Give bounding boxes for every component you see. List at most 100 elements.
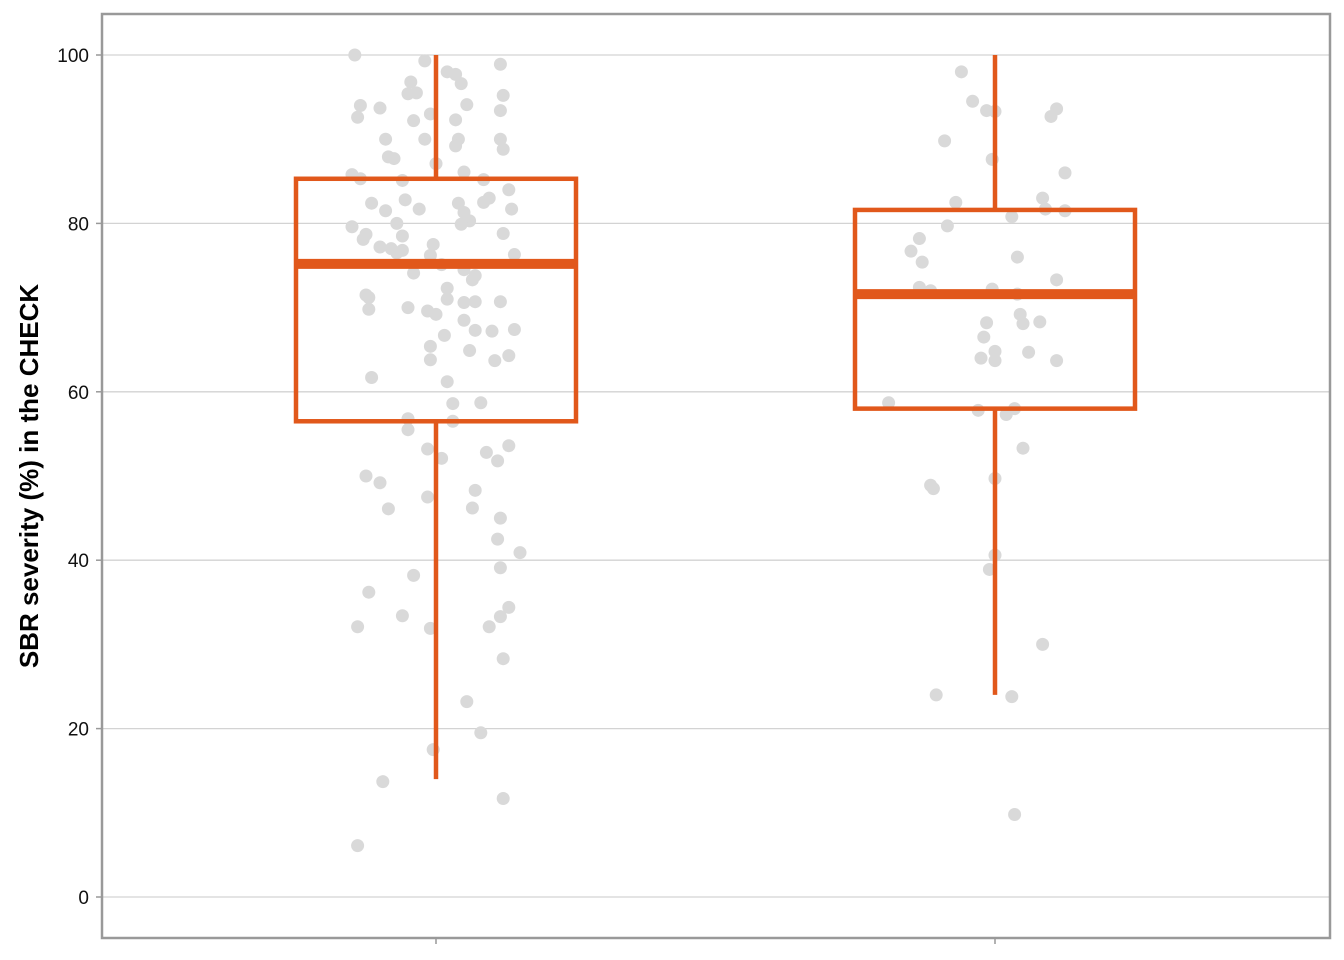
data-point	[390, 216, 404, 230]
data-point	[496, 652, 510, 666]
data-point	[449, 139, 463, 153]
axes: 0 20 40 60 80 100	[57, 46, 996, 944]
data-point	[460, 98, 474, 112]
data-point	[373, 240, 387, 254]
data-point	[423, 621, 437, 635]
data-point	[404, 75, 418, 89]
data-point	[477, 195, 491, 209]
data-point	[488, 354, 502, 368]
data-point	[1010, 250, 1024, 264]
data-point	[457, 313, 471, 327]
box-iqr	[293, 176, 579, 424]
data-point	[423, 339, 437, 353]
data-point	[502, 439, 516, 453]
plot-frame	[100, 12, 1332, 940]
data-point	[353, 99, 367, 113]
data-point	[440, 281, 454, 295]
data-point	[379, 132, 393, 146]
data-point	[982, 562, 996, 576]
data-point	[507, 248, 521, 262]
data-point	[421, 442, 435, 456]
data-point	[457, 296, 471, 310]
data-point	[365, 370, 379, 384]
data-point	[365, 196, 379, 210]
data-point	[407, 266, 421, 280]
data-point	[356, 232, 370, 246]
data-point	[407, 114, 421, 128]
data-point	[496, 142, 510, 156]
data-point	[421, 490, 435, 504]
data-point	[966, 94, 980, 108]
y-tick-label: 40	[68, 551, 89, 572]
data-point	[468, 323, 482, 337]
data-point	[418, 54, 432, 68]
data-point	[345, 220, 359, 234]
data-point	[496, 88, 510, 102]
data-point	[496, 791, 510, 805]
data-point	[401, 87, 415, 101]
data-point	[940, 219, 954, 233]
data-point	[507, 322, 521, 336]
data-point	[929, 688, 943, 702]
data-point	[401, 301, 415, 315]
data-point	[493, 561, 507, 575]
data-point	[454, 77, 468, 91]
data-point	[446, 397, 460, 411]
data-point	[362, 585, 376, 599]
data-point	[977, 330, 991, 344]
data-point	[412, 202, 426, 216]
y-tick-label: 60	[68, 383, 89, 404]
data-point	[351, 620, 365, 634]
data-point	[485, 324, 499, 338]
data-point	[395, 243, 409, 257]
data-point	[381, 502, 395, 516]
data-point	[1033, 315, 1047, 329]
data-point	[988, 354, 1002, 368]
data-point	[395, 229, 409, 243]
data-point	[407, 568, 421, 582]
data-point	[915, 255, 929, 269]
data-point	[423, 353, 437, 367]
data-point	[882, 396, 896, 410]
data-point	[974, 351, 988, 365]
data-point	[513, 546, 527, 560]
data-point	[373, 476, 387, 490]
data-point	[376, 775, 390, 789]
data-point	[1005, 690, 1019, 704]
data-point	[505, 202, 519, 216]
data-point	[988, 344, 1002, 358]
data-point	[1016, 317, 1030, 331]
gridlines	[102, 54, 1330, 898]
data-point	[474, 726, 488, 740]
data-point	[440, 375, 454, 389]
data-point	[1050, 273, 1064, 287]
data-point	[440, 292, 454, 306]
data-point	[926, 482, 940, 496]
y-tick-label: 20	[68, 720, 89, 741]
data-point	[1058, 166, 1072, 180]
data-point	[468, 295, 482, 309]
data-point	[449, 113, 463, 127]
data-point	[912, 232, 926, 246]
y-axis-title: SBR severity (%) in the CHECK	[14, 284, 44, 669]
data-point	[373, 101, 387, 115]
data-point	[949, 195, 963, 209]
data-point	[493, 57, 507, 71]
data-point	[1036, 637, 1050, 651]
data-point	[482, 620, 496, 634]
data-point	[493, 132, 507, 146]
data-point	[351, 839, 365, 853]
data-point	[437, 328, 451, 342]
data-point	[954, 65, 968, 79]
data-point	[468, 483, 482, 497]
box-plots	[293, 55, 1138, 780]
y-tick-label: 100	[57, 46, 89, 67]
data-point	[502, 349, 516, 363]
data-point	[904, 244, 918, 258]
data-point	[1016, 441, 1030, 455]
data-point	[457, 165, 471, 179]
data-point	[493, 610, 507, 624]
data-point	[1050, 354, 1064, 368]
data-point	[479, 445, 493, 459]
